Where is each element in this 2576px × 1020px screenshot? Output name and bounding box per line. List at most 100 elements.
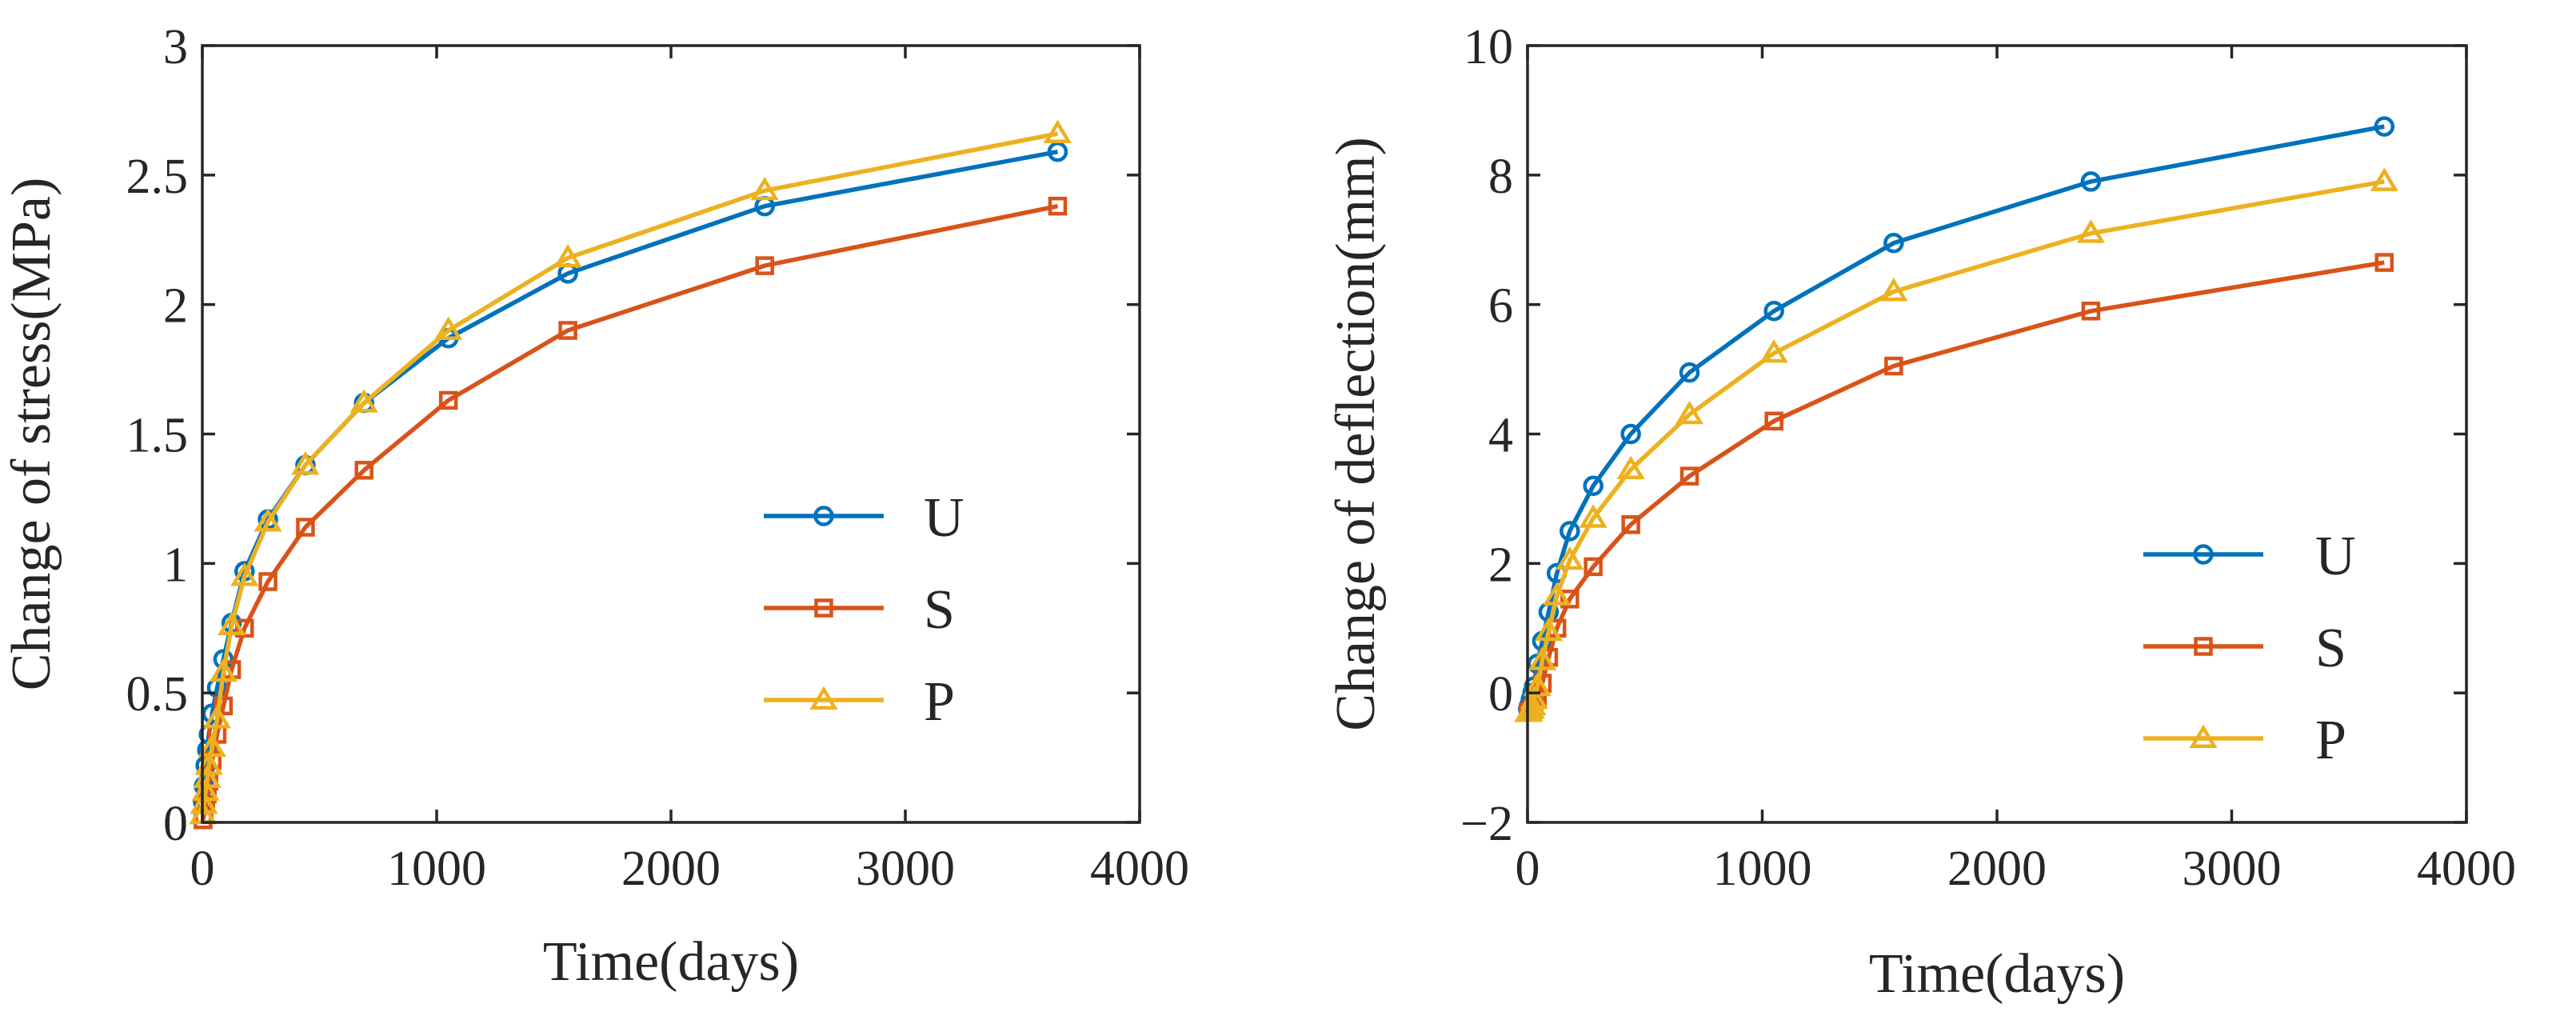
y-tick-label: 10 bbox=[1464, 20, 1513, 74]
data-point-S bbox=[558, 321, 577, 340]
legend-marker-U bbox=[2193, 544, 2214, 565]
legend-entry-U: U bbox=[764, 487, 965, 549]
legend-entry-S: S bbox=[2143, 618, 2346, 679]
y-tick-label: 2 bbox=[163, 279, 188, 334]
data-point-S bbox=[2374, 253, 2394, 272]
x-tick-label: 0 bbox=[1516, 842, 1540, 896]
deflection-chart-panel: 0 1000 2000 3000 4000−20246810Time(days)Chan… bbox=[1325, 20, 2516, 1005]
series-line-P bbox=[1526, 179, 2385, 714]
data-point-S bbox=[1679, 466, 1699, 486]
x-tick-label: 1000 bbox=[387, 842, 486, 896]
data-point-U bbox=[1620, 423, 1641, 445]
data-point-S bbox=[354, 461, 373, 480]
data-point-P bbox=[2370, 167, 2398, 191]
y-axis-label: Change of deflection(mm) bbox=[1325, 137, 1387, 731]
y-tick-label: 2.5 bbox=[126, 150, 189, 204]
axes: 0 1000 2000 3000 4000 0 0.5 1 1.5 2 2.5 3 bbox=[126, 20, 1190, 896]
data-point-P bbox=[291, 450, 320, 475]
legend-marker-P bbox=[809, 686, 838, 710]
legend-entry-P: P bbox=[764, 671, 955, 733]
y-axis-label: Change of stress(MPa) bbox=[1, 178, 62, 691]
data-point-P bbox=[1579, 504, 1608, 528]
legend: USP bbox=[764, 487, 965, 733]
data-point-U bbox=[1583, 475, 1604, 496]
legend-marker-S bbox=[2194, 637, 2213, 656]
data-point-P bbox=[1616, 455, 1645, 480]
data-point-P bbox=[209, 658, 238, 682]
y-tick-label: 1.5 bbox=[126, 409, 189, 463]
data-point-P bbox=[190, 790, 218, 814]
data-point-U bbox=[1560, 521, 1580, 542]
data-point-S bbox=[214, 696, 234, 716]
legend-label-U: U bbox=[2315, 526, 2356, 587]
x-tick-label: 4000 bbox=[1090, 842, 1189, 896]
y-tick-label: 0 bbox=[163, 797, 188, 851]
legend-label-P: P bbox=[924, 671, 955, 733]
data-point-P bbox=[349, 389, 378, 413]
series-U bbox=[1518, 116, 2395, 720]
data-point-P bbox=[553, 244, 582, 268]
data-point-S bbox=[1764, 411, 1783, 431]
data-point-S bbox=[1048, 196, 1068, 216]
data-point-P bbox=[1543, 582, 1572, 606]
data-point-S bbox=[755, 256, 774, 275]
data-point-P bbox=[1043, 119, 1072, 144]
legend: USP bbox=[2143, 526, 2356, 771]
data-point-P bbox=[2076, 219, 2106, 243]
legend-entry-U: U bbox=[2143, 526, 2356, 587]
data-point-S bbox=[234, 618, 254, 638]
plot-area bbox=[1514, 116, 2398, 722]
data-point-P bbox=[202, 705, 232, 729]
data-point-S bbox=[1584, 557, 1603, 577]
y-tick-label: 0.5 bbox=[126, 667, 189, 722]
data-point-U bbox=[1047, 141, 1068, 162]
legend-label-U: U bbox=[924, 487, 965, 549]
data-point-U bbox=[2374, 116, 2395, 137]
series-line-U bbox=[1526, 124, 2385, 710]
data-point-U bbox=[2080, 171, 2102, 192]
data-point-P bbox=[434, 316, 463, 341]
data-point-P bbox=[230, 562, 259, 586]
y-tick-label: 1 bbox=[163, 538, 188, 592]
y-tick-label: 3 bbox=[163, 20, 188, 74]
data-point-S bbox=[1560, 590, 1580, 609]
x-axis-label: Time(days) bbox=[543, 931, 799, 993]
data-point-P bbox=[218, 611, 246, 636]
legend-label-S: S bbox=[924, 579, 955, 641]
data-point-S bbox=[296, 518, 315, 537]
x-tick-label: 4000 bbox=[2417, 842, 2516, 896]
series-S bbox=[1519, 253, 2394, 722]
legend-label-S: S bbox=[2315, 618, 2346, 679]
legend-marker-U bbox=[813, 506, 834, 526]
data-point-P bbox=[750, 176, 779, 201]
x-tick-label: 2000 bbox=[621, 842, 721, 896]
legend-label-P: P bbox=[2315, 710, 2346, 771]
x-tick-label: 3000 bbox=[856, 842, 955, 896]
data-point-S bbox=[1621, 515, 1640, 534]
data-point-U bbox=[1679, 362, 1700, 383]
data-point-P bbox=[1556, 546, 1584, 570]
legend-marker-S bbox=[814, 598, 833, 618]
y-tick-label: 4 bbox=[1488, 409, 1513, 463]
x-tick-label: 3000 bbox=[2183, 842, 2282, 896]
data-point-U bbox=[1763, 301, 1784, 322]
data-point-P bbox=[1675, 400, 1704, 425]
data-point-P bbox=[1759, 338, 1788, 363]
x-tick-label: 2000 bbox=[1947, 842, 2047, 896]
data-point-P bbox=[1528, 646, 1557, 670]
stress-chart-panel: 0 1000 2000 3000 4000 0 0.5 1 1.5 2 2.5 3 Time(days)… bbox=[1, 20, 1189, 993]
data-point-P bbox=[198, 733, 226, 758]
y-tick-label: −2 bbox=[1460, 797, 1513, 851]
series-P bbox=[189, 119, 1072, 825]
data-point-P bbox=[1879, 278, 1908, 302]
legend-entry-P: P bbox=[2143, 710, 2346, 771]
y-tick-label: 8 bbox=[1488, 150, 1513, 204]
y-tick-label: 0 bbox=[1488, 667, 1513, 722]
data-point-S bbox=[1884, 356, 1903, 376]
y-tick-label: 2 bbox=[1488, 538, 1513, 592]
data-point-S bbox=[2081, 302, 2101, 321]
data-point-S bbox=[258, 572, 278, 591]
